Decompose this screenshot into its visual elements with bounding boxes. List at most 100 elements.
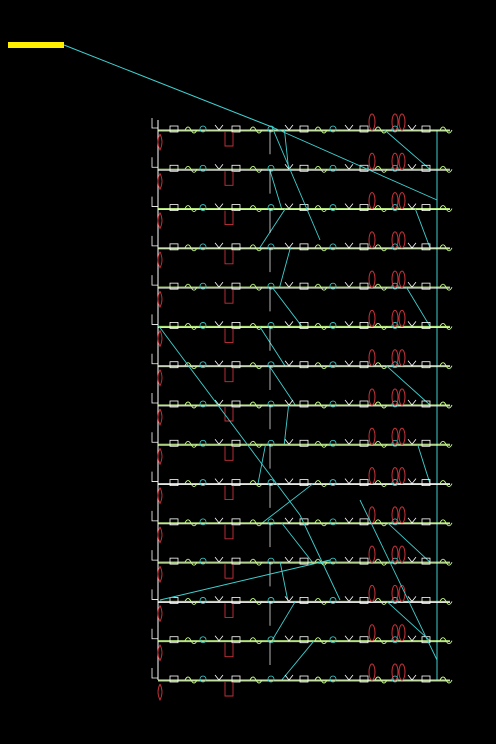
circuit-component-icon [151,118,158,129]
circuit-component-icon [314,205,328,213]
coil-loop-icon [391,506,399,524]
circuit-component-icon [299,322,309,329]
circuit-component-icon [224,171,234,186]
circuit-component-icon [329,243,337,251]
circuit-component-icon [169,439,179,447]
circuit-component-icon [214,556,224,563]
wire-connector [414,208,431,249]
circuit-component-icon [224,328,234,343]
circuit-component-icon [359,243,369,251]
circuit-component-icon [374,205,388,213]
wire-connector [386,365,431,406]
circuit-component-icon [329,636,337,644]
circuit-component-icon [329,204,337,211]
circuit-component-icon [184,676,198,684]
circuit-component-icon [359,479,369,486]
circuit-component-icon [199,479,207,486]
wire-connector [281,522,313,563]
circuit-component-icon [439,440,453,448]
selection-bar-icon[interactable] [8,42,64,48]
coil-loop-icon [391,584,399,602]
circuit-component-icon [329,597,337,604]
coil-loop-icon [368,192,376,210]
circuit-component-icon [169,243,179,251]
circuit-component-icon [407,635,417,642]
circuit-component-icon [214,517,224,524]
circuit-component-icon [439,165,453,173]
circuit-component-icon [299,361,309,369]
circuit-component-icon [199,164,207,172]
circuit-component-icon [184,322,198,330]
circuit-component-icon [421,675,431,683]
circuit-component-icon [284,203,294,210]
circuit-component-icon [299,675,309,683]
wire-connector [268,365,296,406]
circuit-component-icon [314,244,328,252]
circuit-component-icon [344,674,354,681]
circuit-component-icon [214,439,224,445]
coil-loop-icon [398,467,406,485]
circuit-component-icon [407,517,417,524]
circuit-component-icon [391,125,399,133]
circuit-component-icon [249,322,263,330]
circuit-component-icon [314,676,328,684]
circuit-component-icon [224,524,234,540]
circuit-component-icon [329,675,337,683]
coil-loop-icon [368,152,376,170]
circuit-component-icon [391,597,399,604]
circuit-component-icon [439,126,453,134]
circuit-component-icon [214,360,224,367]
circuit-component-icon [299,439,309,447]
circuit-component-icon [169,322,179,329]
circuit-component-icon [199,282,207,290]
circuit-component-icon [231,322,241,329]
circuit-component-icon [169,636,179,644]
circuit-component-icon [214,478,224,485]
coil-loop-icon [391,388,399,406]
coil-loop-icon [391,467,399,485]
circuit-component-icon [391,636,399,644]
circuit-component-icon [231,282,241,290]
circuit-component-icon [329,322,337,329]
circuit-component-icon [169,282,179,290]
circuit-component-icon [249,637,263,645]
circuit-component-icon [359,322,369,329]
circuit-component-icon [231,243,241,251]
circuit-component-icon [299,518,309,526]
coil-loop-icon [368,506,376,524]
coil-loop-icon [391,349,399,367]
circuit-component-icon [407,124,417,131]
coil-loop-icon [398,624,406,642]
circuit-component-icon [224,132,234,147]
circuit-component-icon [169,400,179,408]
coil-loop-icon [398,270,406,288]
circuit-component-icon [439,597,453,605]
coil-loop-icon [398,663,406,681]
circuit-component-icon [184,205,198,213]
circuit-component-icon [314,440,328,448]
circuit-component-icon [374,597,388,605]
circuit-component-icon [184,519,198,527]
circuit-component-icon [151,235,158,247]
coil-loop-icon [368,427,376,445]
circuit-component-icon [231,557,241,565]
circuit-component-icon [314,322,328,330]
circuit-component-icon [344,478,354,485]
circuit-component-icon [374,401,388,409]
circuit-component-icon [249,165,263,173]
circuit-component-icon [284,635,294,642]
circuit-component-icon [199,400,207,408]
circuit-component-icon [231,125,241,133]
wire-connector [281,640,315,681]
circuit-component-icon [214,242,224,249]
circuit-component-icon [249,480,263,488]
coil-loop-icon [157,683,163,702]
coil-loop-icon [157,605,163,623]
circuit-component-icon [224,407,234,422]
coil-loop-icon [398,113,406,131]
circuit-component-icon [231,164,241,172]
circuit-component-icon [314,362,328,370]
circuit-component-icon [407,242,417,249]
